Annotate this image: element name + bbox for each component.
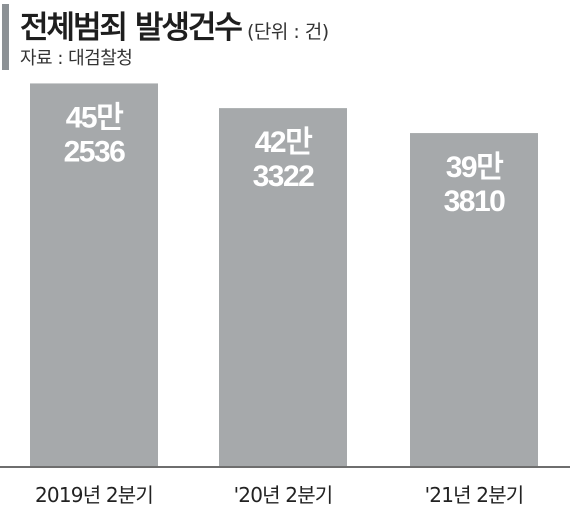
chart-title: 전체범죄 발생건수: [20, 10, 243, 46]
bar-2-value-label-1: 42만: [255, 126, 313, 159]
source-label: 자료 : 대검찰청: [20, 48, 133, 69]
bar-1-value-label-2: 2536: [64, 135, 126, 168]
bar-1: [30, 83, 158, 467]
chart-header: 전체범죄 발생건수 (단위 : 건): [20, 2, 329, 47]
category-labels: 2019년 2분기 '20년 2분기 '21년 2분기: [35, 483, 524, 507]
category-label-3: '21년 2분기: [425, 483, 524, 507]
bar-3: [410, 133, 538, 466]
category-label-1: 2019년 2분기: [35, 483, 153, 507]
title-accent-bar: [2, 4, 9, 70]
bar-2-value-label-2: 3322: [253, 160, 315, 193]
bar-3-value-label-1: 39만: [446, 151, 504, 184]
bar-2: [219, 108, 347, 466]
unit-label: (단위 : 건): [246, 21, 329, 43]
bar-1-value-label-1: 45만: [66, 101, 124, 134]
category-label-2: '20년 2분기: [234, 483, 333, 507]
bar-3-value-label-2: 3810: [444, 185, 506, 218]
